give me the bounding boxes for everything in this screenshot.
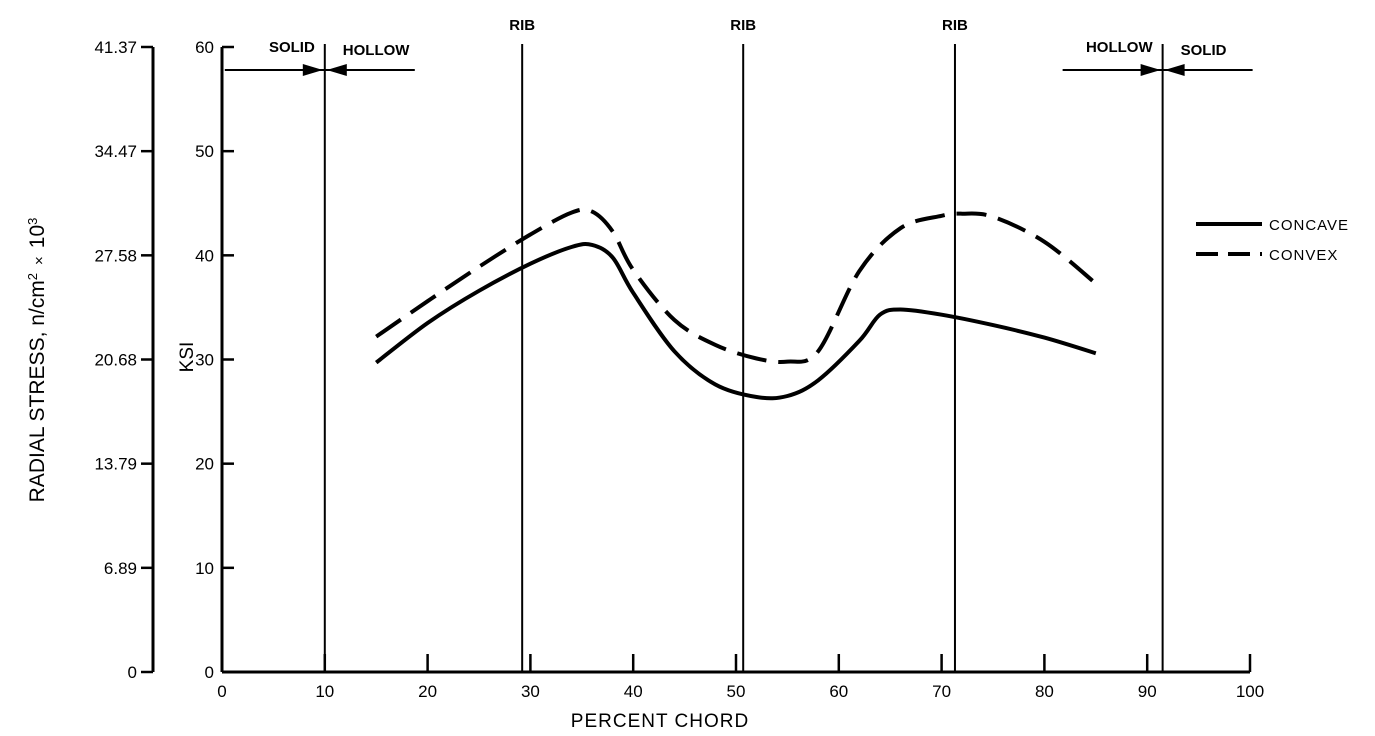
secondary-y-axis-title-base: 10: [26, 225, 49, 248]
secondary-y-tick-label: 20.68: [94, 351, 137, 370]
x-tick-label: 90: [1138, 682, 1157, 701]
y-tick-label: 20: [195, 455, 214, 474]
x-tick-label: 20: [418, 682, 437, 701]
left-zone-arrow-right-head: [302, 64, 323, 76]
x-tick-label: 0: [217, 682, 226, 701]
zone-markers: SOLID HOLLOW HOLLOW SOLID: [224, 39, 1253, 672]
y-tick-label: 60: [195, 38, 214, 57]
secondary-y-tick-label: 13.79: [94, 455, 137, 474]
x-tick-label: 50: [727, 682, 746, 701]
y-axis-title: KSI: [177, 342, 198, 373]
legend: CONCAVE CONVEX: [1196, 217, 1349, 264]
secondary-y-tick-label: 27.58: [94, 246, 137, 265]
series-line-concave: [374, 242, 1097, 401]
right-zone-arrow-right-head: [1140, 64, 1161, 76]
x-tick-label: 70: [932, 682, 951, 701]
rib-label: RIB: [509, 17, 535, 34]
secondary-y-axis-title-main: RADIAL STRESS, n/cm: [26, 280, 49, 502]
secondary-y-tick-label: 0: [128, 663, 137, 682]
x-tick-label: 30: [521, 682, 540, 701]
legend-label-concave: CONCAVE: [1269, 217, 1349, 234]
y-tick-label: 0: [205, 663, 214, 682]
left-zone-arrow-left-head: [326, 64, 347, 76]
x-tick-label: 100: [1236, 682, 1264, 701]
x-tick-label: 80: [1035, 682, 1054, 701]
y-tick-label: 10: [195, 559, 214, 578]
secondary-y-tick-label: 41.37: [94, 38, 137, 57]
left-zone-right-label: HOLLOW: [343, 42, 410, 59]
right-zone-left-label: HOLLOW: [1086, 39, 1153, 56]
rib-lines: RIB RIB RIB: [509, 17, 968, 672]
y-tick-label: 50: [195, 142, 214, 161]
x-tick-label: 60: [829, 682, 848, 701]
legend-label-convex: CONVEX: [1269, 247, 1338, 264]
y-tick-label: 30: [195, 351, 214, 370]
y-tick-label: 40: [195, 246, 214, 265]
right-zone-right-label: SOLID: [1181, 42, 1227, 59]
x-axis-title: PERCENT CHORD: [571, 711, 749, 732]
series-line-convex: [375, 207, 1098, 365]
secondary-y-tick-label: 6.89: [104, 559, 137, 578]
series-lines: [374, 207, 1098, 401]
rib-label: RIB: [730, 17, 756, 34]
secondary-y-axis-title-exp3: 3: [25, 218, 40, 225]
left-zone-left-label: SOLID: [269, 39, 315, 56]
secondary-y-axis-title-times: ×: [31, 256, 48, 265]
right-zone-arrow-left-head: [1164, 64, 1185, 76]
secondary-y-axis: 0 6.89 13.79 20.68 27.58 34.47 41.37: [94, 38, 155, 682]
axes: 0 10 20 30 40 50 60 0 10 20 30 40 50 60 70 80 90 100: [195, 38, 1264, 701]
secondary-y-axis-title-exp2: 2: [25, 273, 40, 280]
secondary-y-axis-title: RADIAL STRESS, n/cm2 × 103: [25, 218, 50, 503]
x-tick-label: 40: [624, 682, 643, 701]
rib-label: RIB: [942, 17, 968, 34]
secondary-y-tick-label: 34.47: [94, 142, 137, 161]
x-tick-label: 10: [315, 682, 334, 701]
